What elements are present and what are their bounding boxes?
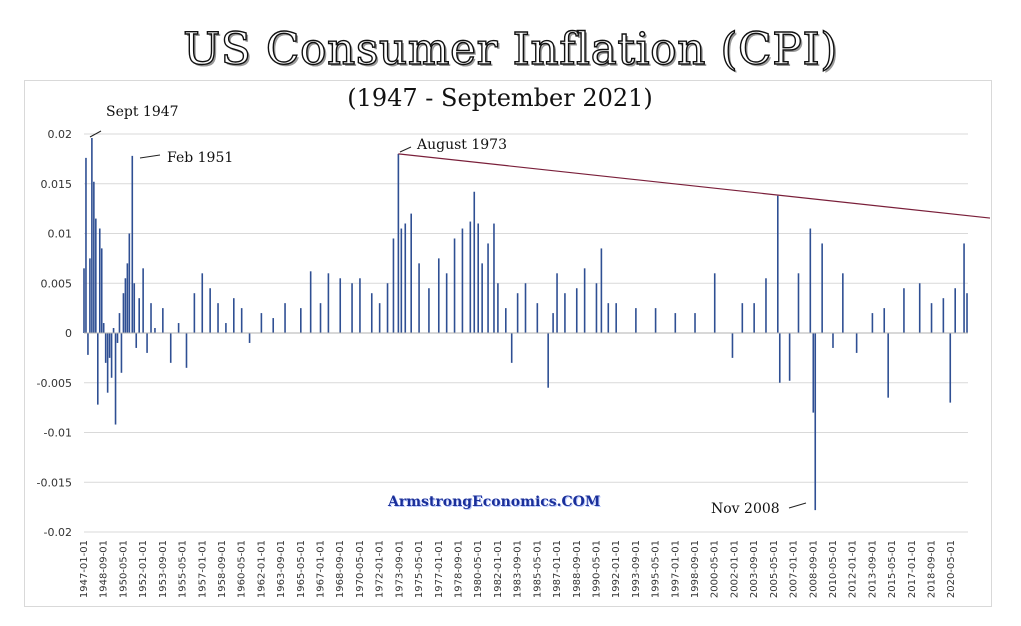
annotation-leader bbox=[399, 146, 412, 153]
chart-title: US Consumer Inflation (CPI) bbox=[182, 23, 838, 75]
x-tick-label: 1973-09-01 bbox=[394, 540, 405, 598]
chart-subtitle: (1947 - September 2021) bbox=[347, 84, 653, 112]
cpi-bars bbox=[83, 137, 968, 511]
y-tick-label: 0 bbox=[65, 327, 72, 340]
y-tick-label: 0.015 bbox=[41, 178, 73, 191]
annotation-leader bbox=[139, 154, 161, 159]
x-tick-label: 2010-05-01 bbox=[828, 540, 839, 598]
x-tick-label: 1963-09-01 bbox=[276, 540, 287, 598]
x-tick-label: 1967-01-01 bbox=[316, 540, 327, 598]
x-tick-label: 1998-09-01 bbox=[690, 540, 701, 598]
x-tick-label: 1972-01-01 bbox=[375, 540, 386, 598]
x-tick-label: 1988-09-01 bbox=[572, 540, 583, 598]
x-tick-label: 1982-01-01 bbox=[493, 540, 504, 598]
x-tick-label: 2012-01-01 bbox=[848, 540, 859, 598]
x-tick-label: 1985-05-01 bbox=[532, 540, 543, 598]
annotation-leader bbox=[89, 130, 102, 138]
x-tick-label: 1950-05-01 bbox=[118, 540, 129, 598]
x-tick-label: 1990-05-01 bbox=[591, 540, 602, 598]
x-tick-label: 2017-01-01 bbox=[907, 540, 918, 598]
trendline-group bbox=[398, 153, 991, 219]
y-axis: 0.02 0.015 0.01 0.005 0 -0.005 -0.01 -0.015 -0.0… bbox=[37, 128, 72, 539]
watermark-text: ArmstrongEconomics.COM bbox=[388, 494, 601, 510]
x-tick-label: 1948-09-01 bbox=[99, 540, 110, 598]
annotations: Sept 1947 Feb 1951 August 1973 Nov 2008 bbox=[89, 104, 807, 517]
y-tick-label: 0.02 bbox=[48, 128, 73, 141]
trendline bbox=[398, 153, 991, 219]
y-tick-label: -0.005 bbox=[37, 377, 72, 390]
x-tick-label: 1962-01-01 bbox=[256, 540, 267, 598]
x-tick-label: 2005-05-01 bbox=[769, 540, 780, 598]
x-tick-label: 2003-09-01 bbox=[749, 540, 760, 598]
x-tick-label: 1987-01-01 bbox=[552, 540, 563, 598]
x-tick-label: 1947-01-01 bbox=[79, 540, 90, 598]
annotation-label: Sept 1947 bbox=[106, 104, 179, 120]
x-tick-label: 1980-05-01 bbox=[473, 540, 484, 598]
y-tick-label: -0.015 bbox=[37, 476, 72, 489]
x-tick-label: 2018-09-01 bbox=[927, 540, 938, 598]
x-tick-label: 2002-01-01 bbox=[729, 540, 740, 598]
x-tick-label: 1997-01-01 bbox=[670, 540, 681, 598]
x-tick-label: 1995-05-01 bbox=[651, 540, 662, 598]
x-tick-label: 2008-09-01 bbox=[808, 540, 819, 598]
y-tick-label: -0.02 bbox=[44, 526, 72, 539]
annotation-label: August 1973 bbox=[416, 137, 507, 153]
x-tick-label: 1953-09-01 bbox=[158, 540, 169, 598]
annotation-label: Nov 2008 bbox=[711, 501, 780, 517]
x-tick-label: 1975-05-01 bbox=[414, 540, 425, 598]
x-tick-label: 1983-09-01 bbox=[513, 540, 524, 598]
y-tick-label: -0.01 bbox=[44, 427, 72, 440]
x-tick-label: 1957-01-01 bbox=[197, 540, 208, 598]
x-tick-label: 1960-05-01 bbox=[237, 540, 248, 598]
x-tick-label: 2007-01-01 bbox=[789, 540, 800, 598]
x-tick-label: 1965-05-01 bbox=[296, 540, 307, 598]
y-tick-label: 0.005 bbox=[41, 277, 73, 290]
x-tick-label: 1978-09-01 bbox=[453, 540, 464, 598]
x-tick-label: 1993-09-01 bbox=[631, 540, 642, 598]
x-tick-label: 1955-05-01 bbox=[178, 540, 189, 598]
x-tick-label: 2020-05-01 bbox=[946, 540, 957, 598]
x-tick-label: 2013-09-01 bbox=[867, 540, 878, 598]
annotation-label: Feb 1951 bbox=[167, 150, 233, 166]
x-tick-label: 1977-01-01 bbox=[434, 540, 445, 598]
x-tick-label: 1970-05-01 bbox=[355, 540, 366, 598]
chart-frame bbox=[24, 80, 992, 607]
x-tick-label: 2015-05-01 bbox=[887, 540, 898, 598]
annotation-leader bbox=[788, 502, 807, 509]
x-axis: 1947-01-01 1948-09-01 1950-05-01 1952-01-01… bbox=[79, 540, 957, 598]
x-tick-label: 2000-05-01 bbox=[710, 540, 721, 598]
y-tick-label: 0.01 bbox=[48, 228, 73, 241]
x-tick-label: 1992-01-01 bbox=[611, 540, 622, 598]
x-tick-label: 1968-09-01 bbox=[335, 540, 346, 598]
x-tick-label: 1958-09-01 bbox=[217, 540, 228, 598]
x-tick-label: 1952-01-01 bbox=[138, 540, 149, 598]
